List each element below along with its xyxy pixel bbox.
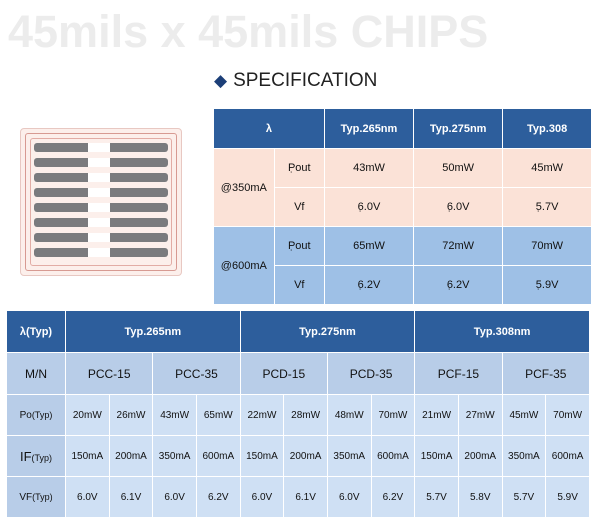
po-label: Po(Typ) [6,394,66,436]
model-header-lambda: λ(Typ) [6,310,66,353]
vf-value: 6.0V [239,476,285,518]
spec-header-lambda: λ [213,108,325,149]
model-vf-row: VF(Typ) 6.0V 6.1V 6.0V 6.2V 6.0V 6.1V 6.… [6,476,590,518]
spec-title-text: SPECIFICATION [233,70,378,91]
chip-image [20,128,182,276]
if-value: 150mA [239,435,285,477]
model-header-265: Typ.265nm [65,310,241,353]
vf-value: 5.7V [414,476,459,518]
po-value: 70mW [370,394,416,436]
vf-value: 6.0V [65,476,110,518]
spec-param: Vf [273,265,325,305]
if-value: 200mA [283,435,328,477]
spec-value: 6̣.2V [413,265,504,305]
vf-label: VF(Typ) [6,476,66,518]
model-po-row: Po(Typ) 20mW 26mW 43mW 65mW 22mW 28mW 48… [6,394,590,436]
model-name: PCD-15 [239,352,328,395]
spec-value: 6̣.0V [413,187,504,227]
spec-header-308: Typ.308 [502,108,592,149]
model-name: PCF-35 [501,352,591,395]
po-value: 70mW [545,394,590,436]
spec-header-row: λ Typ.265nm Typ.275nm Typ.308 [213,108,592,149]
spec-value: 50mW [413,148,504,188]
model-name: PCC-15 [64,352,154,395]
vf-value: 6.2V [195,476,241,518]
if-value: 200mA [108,435,154,477]
model-name: PCC-35 [152,352,241,395]
spec-value: 5̣.9V [502,265,592,305]
spec-current-350: @350mA [213,148,275,227]
po-value: 65mW [195,394,241,436]
if-value: 600mA [370,435,416,477]
chip-inner-ring [30,138,172,266]
model-header-275: Typ.275nm [239,310,416,353]
spec-title: ◆ SPECIFICATION [214,70,377,92]
vf-value: 6.0V [152,476,197,518]
spec-value: 65mW [323,226,415,266]
if-value: 200mA [457,435,503,477]
vf-value: 6.0V [326,476,372,518]
po-value: 27mW [457,394,503,436]
po-value: 21mW [414,394,459,436]
spec-value: 5̣.7V [502,187,592,227]
spec-value: 70mW [502,226,592,266]
spec-param: P̣out [273,226,325,266]
page-headline: 45mils x 45mils CHIPS [8,6,489,57]
if-value: 150mA [414,435,459,477]
po-value: 26mW [108,394,154,436]
chip-outer-ring [25,133,177,271]
model-mn-row: M/N PCC-15 PCC-35 PCD-15 PCD-35 PCF-15 P… [6,352,591,395]
spec-value: 43mW [323,148,415,188]
vf-value: 5.9V [545,476,590,518]
vf-value: 6.1V [283,476,328,518]
model-name: PCF-15 [414,352,503,395]
if-value: 350mA [501,435,547,477]
spec-row-600-vf: Vf 6̣.2V 6̣.2V 5̣.9V [213,265,592,305]
chip-electrode-strips [34,143,168,261]
if-value: 150mA [65,435,110,477]
po-value: 20mW [65,394,110,436]
po-value: 22mW [239,394,285,436]
po-value: 48mW [326,394,372,436]
vf-value: 6.2V [370,476,416,518]
vf-value: 5.7V [501,476,547,518]
if-value: 600mA [195,435,241,477]
spec-header-275: Typ.275nm [413,108,504,149]
model-header-row: λ(Typ) Typ.265nm Typ.275nm Typ.308nm [6,310,590,353]
spec-row-350-pout: @350mA P̣out 43mW 50mW 45mW [213,148,592,227]
spec-row-600-pout: @600mA P̣out 65mW 72mW 70mW [213,226,592,305]
model-table: λ(Typ) Typ.265nm Typ.275nm Typ.308nm M/N… [6,310,591,518]
spec-value: 45mW [502,148,592,188]
po-value: 43mW [152,394,197,436]
spec-header-265: Typ.265nm [323,108,415,149]
if-value: 600mA [545,435,590,477]
model-if-row: IF(Typ) 150mA 200mA 350mA 600mA 150mA 20… [6,435,590,477]
model-header-308: Typ.308nm [414,310,590,353]
vf-value: 5.8V [457,476,503,518]
model-name: PCD-35 [326,352,416,395]
mn-label: M/N [6,352,66,395]
diamond-bullet-icon: ◆ [214,71,228,90]
spec-param: Vf [273,187,325,227]
spec-value: 6̣.0V [323,187,415,227]
spec-param: P̣out [273,148,325,188]
spec-current-600: @600mA [213,226,275,305]
spec-value: 6̣.2V [323,265,415,305]
spec-value: 72mW [413,226,504,266]
if-value: 350mA [326,435,372,477]
if-value: 350mA [152,435,197,477]
vf-value: 6.1V [108,476,154,518]
if-label: IF(Typ) [6,435,66,477]
po-value: 28mW [283,394,328,436]
po-value: 45mW [501,394,547,436]
spec-table: λ Typ.265nm Typ.275nm Typ.308 @350mA P̣o… [213,108,592,305]
